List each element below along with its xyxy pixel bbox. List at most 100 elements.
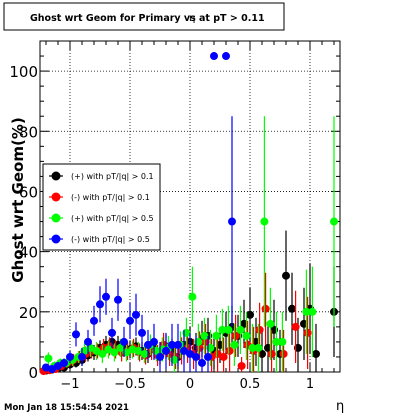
- data-point: [279, 349, 288, 358]
- data-point: [282, 271, 290, 280]
- y-tick-label: 60: [19, 183, 38, 201]
- data-point: [150, 337, 158, 346]
- data-point: [186, 349, 194, 358]
- legend-items: (+) with pT/|q| > 0.1 (-) with pT/|q| > 0…: [49, 171, 154, 244]
- data-point: [168, 340, 176, 349]
- data-point: [132, 310, 140, 319]
- x-tick-label: −0.5: [114, 377, 146, 392]
- data-point: [213, 349, 222, 358]
- x-tick-label: 0: [186, 377, 194, 392]
- data-point: [126, 316, 134, 325]
- data-point: [60, 358, 68, 367]
- chart-title-eta: η: [189, 13, 195, 24]
- data-point: [248, 343, 257, 352]
- y-tick-label: 100: [9, 63, 38, 81]
- legend-label: (+) with pT/|q| > 0.1: [71, 172, 154, 181]
- data-point: [84, 337, 92, 346]
- y-tick-label: 80: [19, 123, 38, 141]
- data-point: [237, 361, 246, 370]
- data-point: [116, 343, 125, 352]
- data-point: [212, 331, 221, 340]
- data-point: [78, 352, 86, 361]
- data-point: [242, 331, 251, 340]
- data-point: [255, 325, 264, 334]
- data-point: [134, 346, 143, 355]
- data-point: [188, 292, 197, 301]
- y-tick-label: 40: [19, 244, 38, 262]
- title-box: [3, 2, 285, 31]
- data-point: [120, 337, 128, 346]
- data-point: [288, 304, 296, 313]
- data-point: [140, 349, 149, 358]
- legend-marker: [51, 213, 61, 223]
- data-marks: [39, 52, 338, 376]
- data-point: [302, 307, 311, 316]
- data-point: [104, 345, 113, 354]
- x-tick-label: 1: [306, 377, 314, 392]
- data-point: [246, 310, 254, 319]
- data-point: [110, 348, 119, 357]
- data-point: [230, 340, 239, 349]
- series-3: [42, 52, 236, 373]
- data-point: [42, 363, 50, 372]
- data-point: [108, 328, 116, 337]
- x-axis-label: η: [336, 399, 344, 414]
- chart-title: Ghost wrt Geom for Primary vs: [30, 13, 196, 24]
- data-point: [303, 328, 312, 337]
- data-point: [218, 325, 227, 334]
- legend-label: (+) with pT/|q| > 0.5: [71, 214, 154, 223]
- y-tick-label: 20: [19, 304, 38, 322]
- data-point: [224, 325, 233, 334]
- data-point: [54, 361, 62, 370]
- data-point: [330, 217, 338, 226]
- legend-label: (-) with pT/|q| > 0.1: [71, 193, 150, 202]
- data-point: [254, 343, 263, 352]
- legend-marker: [51, 234, 61, 244]
- data-point: [138, 328, 146, 337]
- data-point: [236, 325, 245, 334]
- data-point: [92, 346, 101, 355]
- y-tick-labels: 0 20 40 60 80 100: [9, 63, 38, 382]
- data-point: [180, 346, 188, 355]
- data-point: [128, 345, 137, 354]
- data-point: [204, 352, 212, 361]
- data-point: [260, 217, 269, 226]
- data-point: [272, 337, 281, 346]
- data-point: [291, 322, 300, 331]
- data-point: [231, 331, 240, 340]
- x-tick-labels: −1 −0.5 0 0.5 1: [60, 377, 314, 392]
- data-point: [114, 295, 122, 304]
- y-axis-label: Ghost wrt Geom(%): [9, 117, 27, 282]
- data-point: [308, 307, 317, 316]
- data-point: [278, 337, 287, 346]
- data-point: [44, 354, 53, 363]
- data-point: [66, 352, 74, 361]
- data-point: [156, 352, 164, 361]
- data-point: [96, 300, 104, 309]
- x-tick-label: −1: [60, 377, 79, 392]
- data-point: [219, 352, 228, 361]
- legend: (+) with pT/|q| > 0.1 (-) with pT/|q| > 0…: [42, 163, 161, 251]
- legend-marker: [51, 171, 61, 181]
- data-point: [222, 52, 230, 61]
- y-tick-label: 0: [28, 364, 38, 382]
- data-point: [267, 349, 276, 358]
- timestamp: Mon Jan 18 15:54:54 2021: [4, 403, 129, 413]
- data-point: [90, 316, 98, 325]
- chart-title-cut: at pT > 0.11: [199, 13, 265, 24]
- data-point: [228, 217, 236, 226]
- legend-marker: [51, 192, 61, 202]
- legend-box: [42, 163, 161, 251]
- data-point: [210, 52, 218, 61]
- data-point: [174, 340, 182, 349]
- data-point: [200, 331, 209, 340]
- data-point: [225, 346, 234, 355]
- data-point: [162, 346, 170, 355]
- data-point: [144, 340, 152, 349]
- data-point: [312, 349, 320, 358]
- data-point: [198, 358, 206, 367]
- x-tick-label: 0.5: [240, 377, 261, 392]
- data-point: [98, 349, 107, 358]
- data-point: [102, 292, 110, 301]
